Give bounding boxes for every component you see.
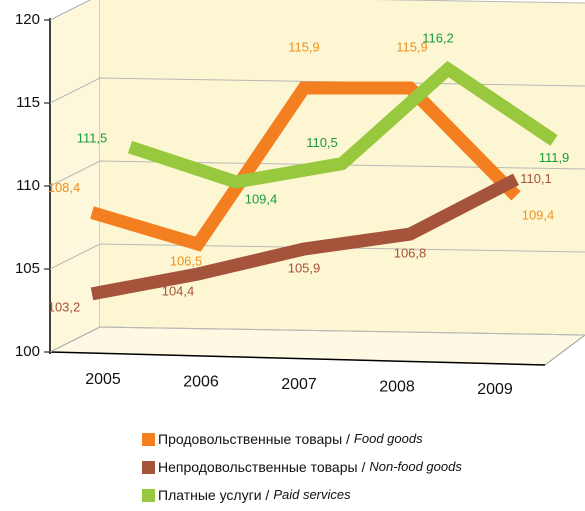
legend-name-en: Food goods: [354, 431, 423, 446]
legend-label: Непродовольственные товары / Non-food goo…: [158, 459, 462, 475]
x-tick-label: 2009: [477, 381, 513, 398]
grid-line: [49, 326, 585, 353]
y-tick-label: 100: [15, 343, 40, 360]
data-label: 111,9: [539, 150, 570, 165]
data-label: 115,9: [396, 39, 428, 54]
legend-name-en: Non-food goods: [369, 459, 462, 474]
x-tick-label: 2007: [281, 376, 317, 393]
legend-name: Платные услуги /: [158, 487, 269, 503]
data-label: 108,4: [48, 180, 81, 195]
y-tick-label: 115: [16, 94, 40, 111]
x-tick-label: 2005: [85, 371, 121, 388]
data-label: 116,2: [422, 31, 454, 46]
data-label: 109,4: [245, 191, 278, 206]
data-label: 109,4: [522, 207, 555, 222]
legend-swatch: [142, 461, 155, 474]
legend-label: Продовольственные товары / Food goods: [158, 431, 423, 447]
legend-swatch: [142, 433, 155, 446]
legend-name: Непродовольственные товары /: [158, 459, 365, 475]
data-label: 103,2: [48, 299, 81, 314]
x-tick-label: 2006: [183, 374, 219, 391]
y-tick-label: 110: [16, 177, 40, 194]
grid-line: [49, 160, 585, 187]
data-label: 104,4: [162, 283, 195, 298]
legend-label: Платные услуги / Paid services: [158, 487, 351, 503]
grid-line: [49, 0, 585, 21]
data-label: 110,5: [306, 135, 338, 150]
data-label: 106,8: [394, 246, 427, 261]
data-label: 111,5: [77, 131, 108, 146]
data-label: 115,9: [288, 39, 320, 54]
series-line: [90, 81, 521, 252]
data-label: 110,1: [520, 171, 552, 186]
y-tick-label: 120: [15, 11, 40, 28]
legend-swatch: [142, 489, 155, 502]
x-axis: [49, 351, 546, 366]
series-line: [90, 173, 519, 301]
grid-line: [49, 243, 585, 270]
legend-name-en: Paid services: [273, 487, 351, 502]
x-tick-label: 2008: [379, 379, 415, 396]
legend-name: Продовольственные товары /: [158, 431, 350, 447]
data-label: 106,5: [170, 254, 203, 269]
data-label: 105,9: [288, 260, 321, 275]
series-line: [127, 60, 558, 189]
y-tick-label: 105: [15, 260, 40, 277]
